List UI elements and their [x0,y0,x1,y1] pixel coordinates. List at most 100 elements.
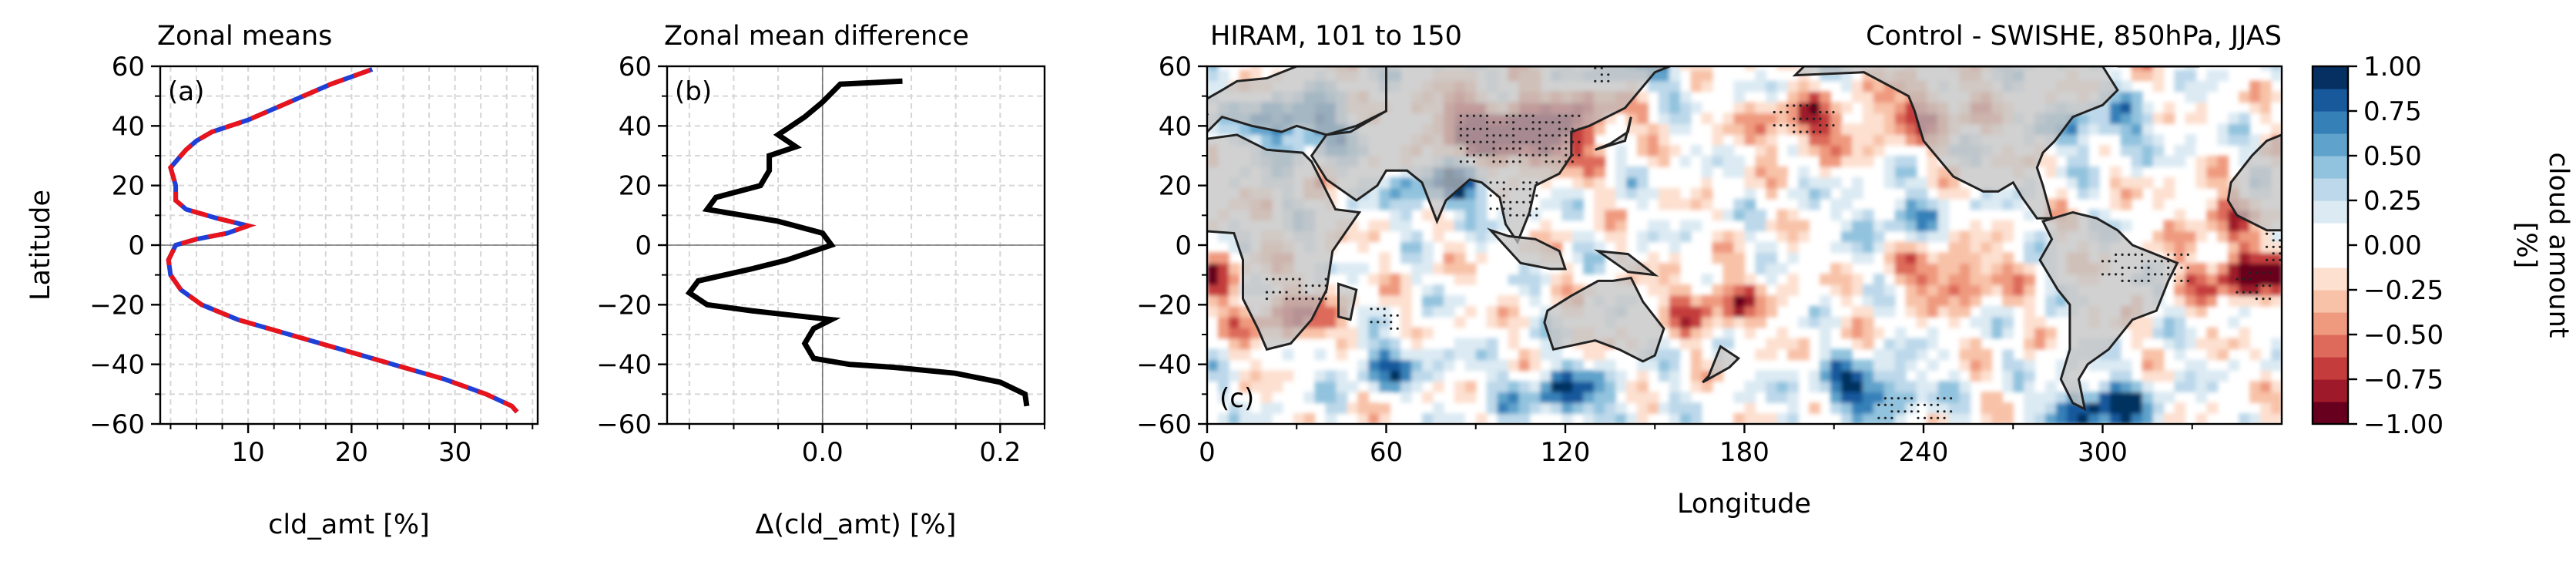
map-cell [1766,166,1778,178]
stipple-dot [1525,153,1528,156]
map-cell [2174,402,2186,414]
map-cell [1443,295,1455,307]
map-cell [1690,69,1702,82]
map-cell [1776,209,1788,221]
map-cell [1894,252,1907,264]
map-cell [1905,209,1917,221]
map-cell [1841,263,1853,274]
map-cell [2239,252,2250,264]
map-cell [1647,230,1659,243]
colorbar-tick-label: 0.50 [2363,141,2422,172]
stipple-dot [2236,277,2239,281]
map-cell [1658,338,1670,350]
map-cell [1894,156,1907,167]
map-cell [1883,134,1896,146]
map-cell [1433,402,1444,414]
map-cell [2228,284,2239,296]
stipple-dot [1498,147,1502,150]
map-cell [1207,66,1219,71]
map-cell [1228,305,1240,318]
map-cell [1776,123,1788,135]
map-cell [2217,209,2229,221]
map-cell [1669,123,1681,135]
stipple-dot [1883,403,1887,406]
map-cell [1228,402,1240,414]
map-cell [1422,295,1434,307]
map-cell [1679,359,1692,372]
map-cell [1583,402,1595,414]
stipple-dot [1594,79,1597,82]
map-cell [2217,338,2229,350]
colorbar-tick-label: −0.50 [2363,320,2444,351]
map-cell [2002,252,2014,264]
map-cell [2131,338,2143,350]
map-cell [1411,198,1423,210]
map-cell [1787,102,1799,114]
map-cell [1852,327,1863,339]
map-cell [1540,402,1552,414]
map-cell [1508,402,1520,414]
map-cell [1669,392,1681,403]
map-cell [1239,69,1251,82]
map-cell [1841,359,1853,372]
map-cell [1518,274,1531,285]
map-cell [1733,284,1746,296]
map-cell [2002,327,2014,339]
map-cell [1733,316,1746,328]
map-cell [1776,370,1788,382]
stipple-dot [1509,187,1512,190]
map-cell [1722,295,1735,307]
map-cell [1733,123,1746,135]
map-cell [1218,263,1229,274]
map-cell [1518,413,1531,424]
stipple-dot [1466,140,1469,143]
map-cell [2206,381,2219,392]
map-cell [1733,102,1746,114]
map-cell [1347,381,1359,392]
map-cell [1755,102,1767,114]
map-cell [1981,327,1993,339]
stipple-dot [1943,410,1946,413]
map-cell [1766,381,1778,392]
map-cell [1282,348,1294,361]
stipple-dot [1298,298,1301,301]
map-cell [2249,91,2261,103]
map-cell [1722,123,1735,135]
map-cell [1207,69,1219,82]
map-cell [2163,113,2175,124]
map-cell [1852,230,1863,243]
map-cell [1508,338,1520,350]
stipple-dot [1522,181,1525,184]
stipple-dot [1806,130,1809,133]
map-cell [2056,187,2068,200]
map-cell [1959,359,1971,372]
map-cell [1605,413,1616,424]
stipple-dot [1512,134,1515,137]
map-cell [1551,284,1563,296]
map-cell [1883,295,1896,307]
map-cell [1475,230,1488,243]
map-cell [1873,284,1885,296]
map-cell [1594,263,1605,274]
stipple-dot [1806,104,1809,107]
map-cell [2163,220,2175,232]
map-cell [1841,295,1853,307]
stipple-dot [2121,273,2124,276]
map-cell [1841,370,1853,382]
map-cell [1464,381,1477,392]
map-cell [1626,177,1638,189]
map-cell [2034,230,2046,243]
map-cell [1894,241,1907,254]
map-cell [2228,134,2239,146]
map-cell [1733,91,1746,103]
map-cell [1379,295,1390,307]
map-cell [1830,284,1842,296]
map-cell [2120,134,2132,146]
map-cell [1991,327,2004,339]
map-cell [1594,381,1605,392]
map-cell [1927,166,1939,178]
map-cell [1379,413,1390,424]
map-cell [2077,166,2089,178]
y-tick-label: 0 [1175,230,1192,261]
map-cell [2239,123,2250,135]
